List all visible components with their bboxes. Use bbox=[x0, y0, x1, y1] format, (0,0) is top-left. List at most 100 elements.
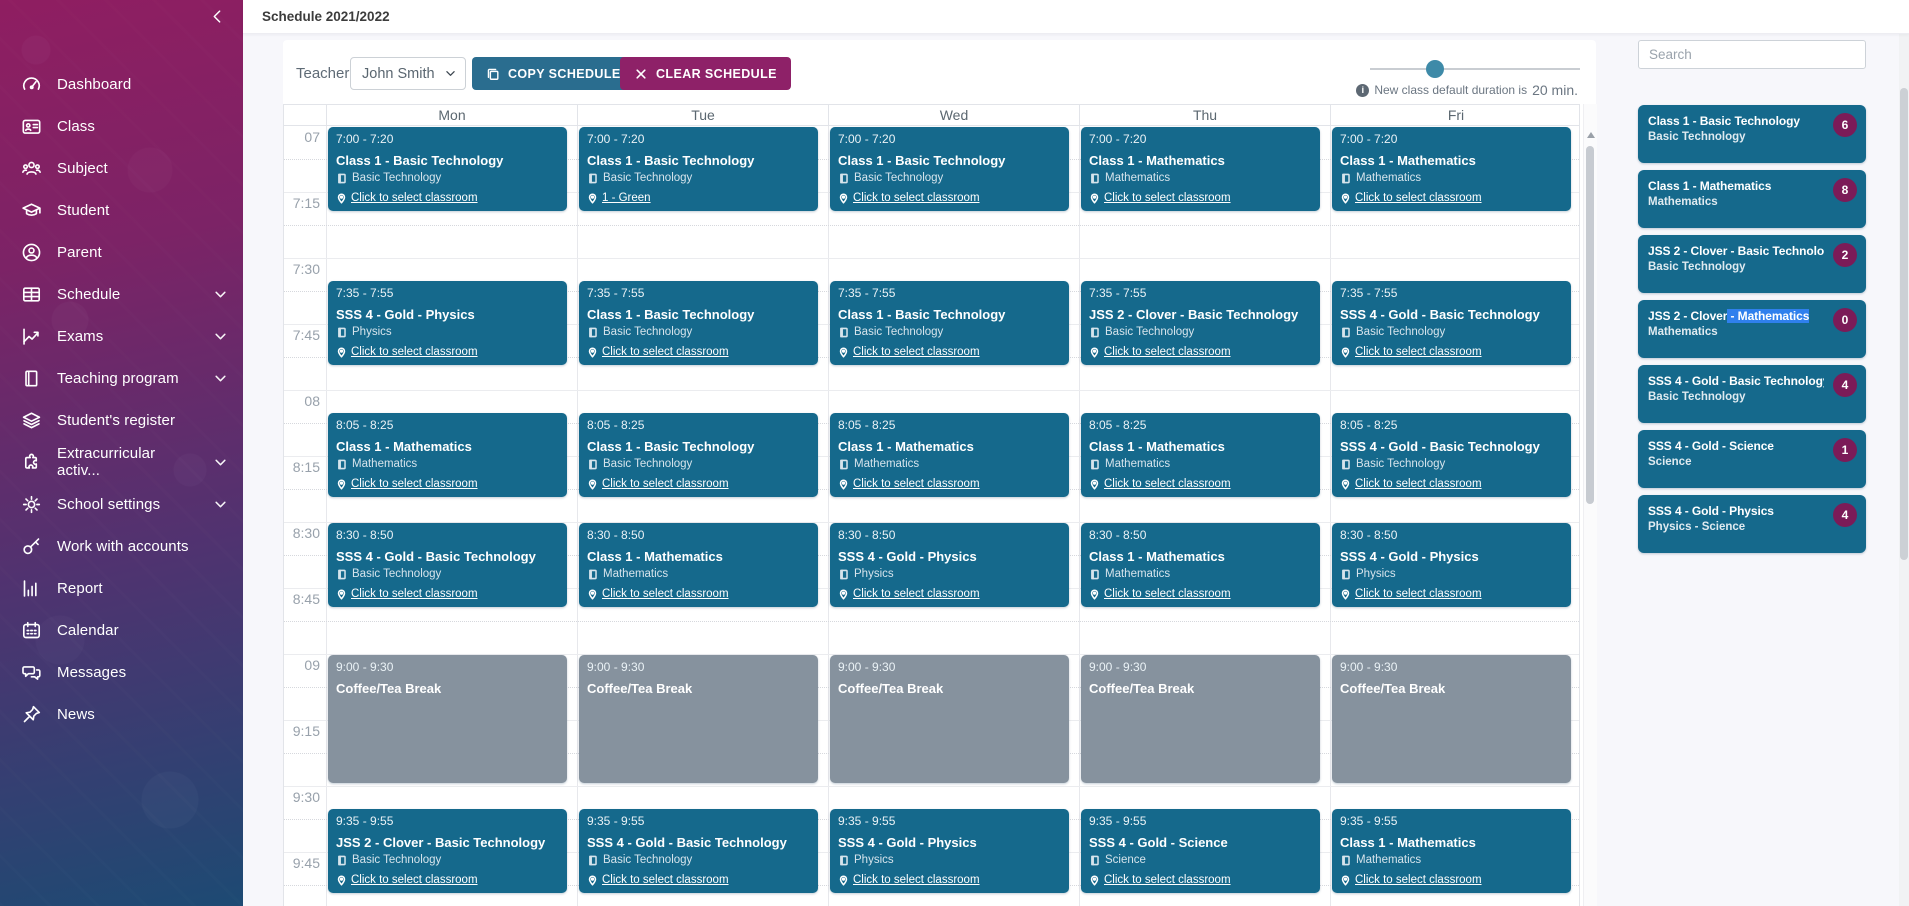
sidebar-item-student[interactable]: Student bbox=[0, 189, 243, 231]
classroom-link[interactable]: Click to select classroom bbox=[838, 874, 1061, 886]
classroom-link[interactable]: Click to select classroom bbox=[1340, 192, 1563, 204]
event-title: Class 1 - Basic Technology bbox=[587, 153, 755, 168]
duration-slider[interactable] bbox=[1370, 60, 1580, 78]
classroom-link[interactable]: Click to select classroom bbox=[587, 346, 810, 358]
classroom-link[interactable]: Click to select classroom bbox=[336, 478, 559, 490]
class-event-card[interactable]: 8:30 - 8:50 SSS 4 - Gold - Basic Technolo… bbox=[328, 523, 567, 607]
classroom-link[interactable]: Click to select classroom bbox=[1089, 192, 1312, 204]
calendar-scrollbar-thumb[interactable] bbox=[1586, 146, 1594, 504]
break-event-card[interactable]: 9:00 - 9:30 Coffee/Tea Break bbox=[830, 655, 1069, 783]
classroom-link[interactable]: Click to select classroom bbox=[1340, 874, 1563, 886]
classroom-link[interactable]: Click to select classroom bbox=[336, 588, 559, 600]
sidebar-collapse-button[interactable] bbox=[210, 9, 232, 31]
class-event-card[interactable]: 7:35 - 7:55 JSS 2 - Clover - Basic Techno… bbox=[1081, 281, 1320, 365]
class-event-card[interactable]: 8:30 - 8:50 SSS 4 - Gold - Physics Physics… bbox=[1332, 523, 1571, 607]
class-chip-class-1-mathematics[interactable]: Class 1 - Mathematics Mathematics 8 bbox=[1638, 170, 1866, 228]
classroom-link[interactable]: 1 - Green bbox=[587, 192, 810, 204]
class-event-card[interactable]: 7:00 - 7:20 Class 1 - Basic Technology Bas… bbox=[328, 127, 567, 211]
class-chip-sss-4-gold-science[interactable]: SSS 4 - Gold - Science Science 1 bbox=[1638, 430, 1866, 488]
slider-handle[interactable] bbox=[1426, 60, 1444, 78]
class-chip-sss-4-gold-basic-technology[interactable]: SSS 4 - Gold - Basic Technology Basic Tec… bbox=[1638, 365, 1866, 423]
sidebar-item-dashboard[interactable]: Dashboard bbox=[0, 63, 243, 105]
classroom-link[interactable]: Click to select classroom bbox=[587, 588, 810, 600]
class-event-card[interactable]: 7:35 - 7:55 Class 1 - Basic Technology Bas… bbox=[830, 281, 1069, 365]
event-title: SSS 4 - Gold - Science bbox=[1089, 835, 1228, 850]
classroom-link[interactable]: Click to select classroom bbox=[1089, 478, 1312, 490]
classroom-link[interactable]: Click to select classroom bbox=[1089, 346, 1312, 358]
class-event-card[interactable]: 7:35 - 7:55 Class 1 - Basic Technology Bas… bbox=[579, 281, 818, 365]
class-chip-jss-2-clover-mathematics[interactable]: JSS 2 - Clover - Mathematics Mathematics 0 bbox=[1638, 300, 1866, 358]
class-event-card[interactable]: 8:05 - 8:25 Class 1 - Mathematics Mathemat… bbox=[328, 413, 567, 497]
sidebar-item-news[interactable]: News bbox=[0, 693, 243, 735]
sidebar-item-extracurricular-activ[interactable]: Extracurricular activ... bbox=[0, 441, 243, 483]
classroom-link[interactable]: Click to select classroom bbox=[838, 192, 1061, 204]
break-event-card[interactable]: 9:00 - 9:30 Coffee/Tea Break bbox=[1081, 655, 1320, 783]
classroom-link[interactable]: Click to select classroom bbox=[838, 588, 1061, 600]
sidebar-item-messages[interactable]: Messages bbox=[0, 651, 243, 693]
event-time: 9:00 - 9:30 bbox=[1340, 660, 1398, 674]
class-event-card[interactable]: 8:30 - 8:50 Class 1 - Mathematics Mathemat… bbox=[1081, 523, 1320, 607]
class-chip-class-1-basic-technology[interactable]: Class 1 - Basic Technology Basic Technolo… bbox=[1638, 105, 1866, 163]
class-event-card[interactable]: 8:05 - 8:25 Class 1 - Mathematics Mathemat… bbox=[830, 413, 1069, 497]
class-event-card[interactable]: 9:35 - 9:55 SSS 4 - Gold - Science Science… bbox=[1081, 809, 1320, 893]
class-event-card[interactable]: 7:00 - 7:20 Class 1 - Mathematics Mathemat… bbox=[1332, 127, 1571, 211]
sidebar-item-school-settings[interactable]: School settings bbox=[0, 483, 243, 525]
classroom-link[interactable]: Click to select classroom bbox=[1089, 588, 1312, 600]
classroom-link[interactable]: Click to select classroom bbox=[1340, 478, 1563, 490]
time-label: 7:45 bbox=[292, 327, 320, 343]
sidebar-item-teaching-program[interactable]: Teaching program bbox=[0, 357, 243, 399]
class-event-card[interactable]: 8:05 - 8:25 Class 1 - Basic Technology Bas… bbox=[579, 413, 818, 497]
break-event-card[interactable]: 9:00 - 9:30 Coffee/Tea Break bbox=[1332, 655, 1571, 783]
break-event-card[interactable]: 9:00 - 9:30 Coffee/Tea Break bbox=[579, 655, 818, 783]
teacher-select[interactable]: John Smith bbox=[350, 57, 466, 90]
sidebar-item-exams[interactable]: Exams bbox=[0, 315, 243, 357]
class-event-card[interactable]: 8:05 - 8:25 Class 1 - Mathematics Mathemat… bbox=[1081, 413, 1320, 497]
class-event-card[interactable]: 8:05 - 8:25 SSS 4 - Gold - Basic Technolo… bbox=[1332, 413, 1571, 497]
break-event-card[interactable]: 9:00 - 9:30 Coffee/Tea Break bbox=[328, 655, 567, 783]
grid-line bbox=[284, 258, 1579, 259]
class-event-card[interactable]: 9:35 - 9:55 Class 1 - Mathematics Mathemat… bbox=[1332, 809, 1571, 893]
sidebar-item-student-s-register[interactable]: Student's register bbox=[0, 399, 243, 441]
class-event-card[interactable]: 9:35 - 9:55 SSS 4 - Gold - Basic Technolo… bbox=[579, 809, 818, 893]
event-title: SSS 4 - Gold - Physics bbox=[838, 549, 977, 564]
class-event-card[interactable]: 9:35 - 9:55 SSS 4 - Gold - Physics Physics… bbox=[830, 809, 1069, 893]
classroom-link[interactable]: Click to select classroom bbox=[336, 192, 559, 204]
sidebar-item-calendar[interactable]: Calendar bbox=[0, 609, 243, 651]
page-scrollbar[interactable] bbox=[1899, 0, 1909, 906]
clear-schedule-button[interactable]: CLEAR SCHEDULE bbox=[620, 57, 791, 90]
sidebar-item-work-with-accounts[interactable]: Work with accounts bbox=[0, 525, 243, 567]
class-event-card[interactable]: 7:35 - 7:55 SSS 4 - Gold - Basic Technolo… bbox=[1332, 281, 1571, 365]
classroom-link[interactable]: Click to select classroom bbox=[1340, 346, 1563, 358]
class-event-card[interactable]: 7:00 - 7:20 Class 1 - Basic Technology Bas… bbox=[830, 127, 1069, 211]
pin-icon bbox=[839, 875, 848, 886]
classroom-link[interactable]: Click to select classroom bbox=[1340, 588, 1563, 600]
class-event-card[interactable]: 9:35 - 9:55 JSS 2 - Clover - Basic Techno… bbox=[328, 809, 567, 893]
event-title: SSS 4 - Gold - Basic Technology bbox=[1340, 307, 1540, 322]
classroom-link[interactable]: Click to select classroom bbox=[587, 478, 810, 490]
classroom-link[interactable]: Click to select classroom bbox=[587, 874, 810, 886]
search-input[interactable] bbox=[1638, 40, 1866, 69]
sidebar-item-subject[interactable]: Subject bbox=[0, 147, 243, 189]
classroom-link[interactable]: Click to select classroom bbox=[336, 346, 559, 358]
page-scrollbar-thumb[interactable] bbox=[1900, 88, 1908, 560]
class-event-card[interactable]: 8:30 - 8:50 Class 1 - Mathematics Mathemat… bbox=[579, 523, 818, 607]
sidebar-item-label: Student bbox=[57, 201, 110, 219]
class-chip-sss-4-gold-physics[interactable]: SSS 4 - Gold - Physics Physics - Science 4 bbox=[1638, 495, 1866, 553]
sidebar-item-report[interactable]: Report bbox=[0, 567, 243, 609]
classroom-link[interactable]: Click to select classroom bbox=[838, 478, 1061, 490]
calendar-scrollbar[interactable] bbox=[1583, 104, 1597, 906]
class-event-card[interactable]: 7:35 - 7:55 SSS 4 - Gold - Physics Physics… bbox=[328, 281, 567, 365]
classroom-link[interactable]: Click to select classroom bbox=[336, 874, 559, 886]
scroll-up-arrow-icon[interactable] bbox=[1587, 132, 1595, 138]
sidebar-item-schedule[interactable]: Schedule bbox=[0, 273, 243, 315]
grid-column-line bbox=[1079, 126, 1080, 906]
class-event-card[interactable]: 7:00 - 7:20 Class 1 - Basic Technology Bas… bbox=[579, 127, 818, 211]
classroom-link[interactable]: Click to select classroom bbox=[838, 346, 1061, 358]
class-event-card[interactable]: 8:30 - 8:50 SSS 4 - Gold - Physics Physics… bbox=[830, 523, 1069, 607]
classroom-link[interactable]: Click to select classroom bbox=[1089, 874, 1312, 886]
class-event-card[interactable]: 7:00 - 7:20 Class 1 - Mathematics Mathemat… bbox=[1081, 127, 1320, 211]
copy-schedule-button[interactable]: COPY SCHEDULE bbox=[472, 57, 635, 90]
class-chip-jss-2-clover-basic-technology[interactable]: JSS 2 - Clover - Basic Technology Basic T… bbox=[1638, 235, 1866, 293]
sidebar-item-parent[interactable]: Parent bbox=[0, 231, 243, 273]
sidebar-item-class[interactable]: Class bbox=[0, 105, 243, 147]
